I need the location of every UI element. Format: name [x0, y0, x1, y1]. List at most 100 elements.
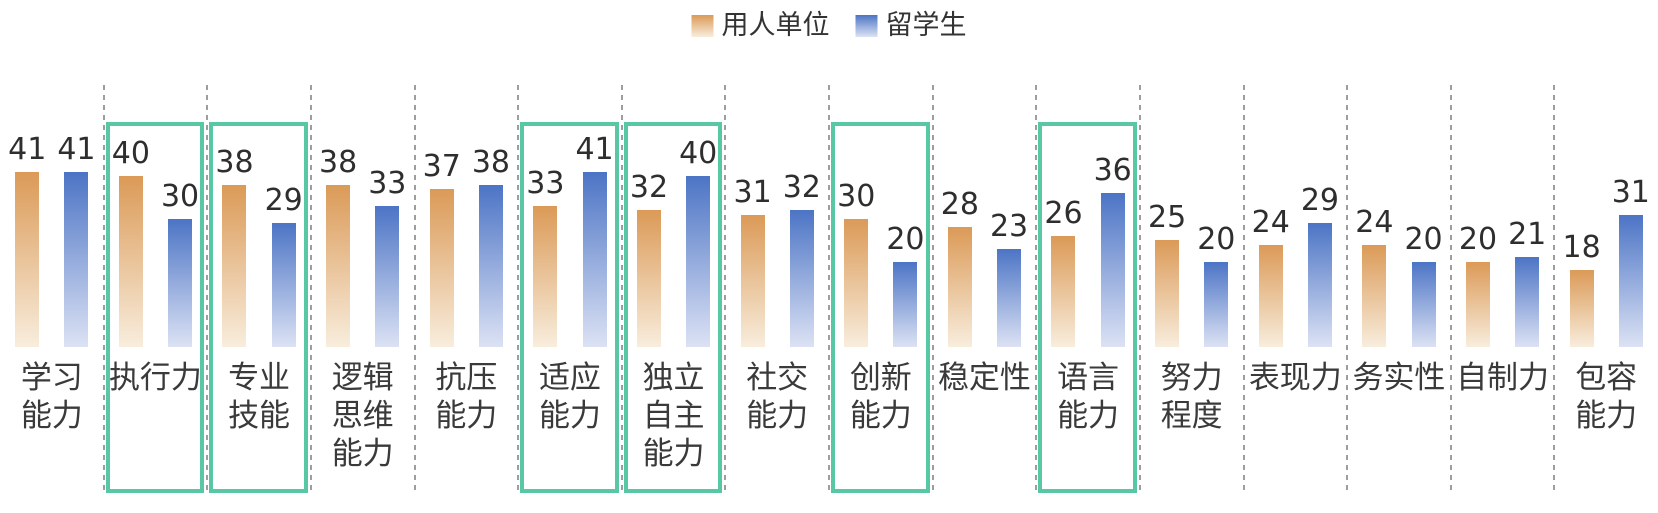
bar-employer: [15, 172, 40, 347]
bar-with-value-student: 36: [1094, 156, 1132, 347]
bar-with-value-student: 41: [575, 132, 614, 347]
legend-swatch-employer-icon: [691, 14, 714, 37]
bar-student: [1100, 193, 1125, 347]
value-label-employer: 33: [526, 166, 565, 201]
bar-with-value-student: 33: [368, 169, 406, 347]
value-label-student: 38: [471, 145, 510, 180]
bar-employer: [1258, 245, 1283, 347]
value-label-employer: 20: [1458, 222, 1498, 257]
bar-pair: 24 29: [1244, 85, 1348, 347]
value-label-student: 31: [1611, 175, 1650, 210]
separator-dashed-line: [931, 85, 934, 495]
bar-pair: 20 21: [1451, 85, 1555, 347]
bar-with-value-student: 20: [1197, 225, 1235, 347]
bar-pair: 18 31: [1554, 85, 1658, 347]
bar-student: [893, 262, 918, 347]
category-group: 37 38 抗压 能力: [415, 85, 520, 495]
bar-with-value-student: 29: [1301, 186, 1339, 347]
bar-student: [271, 223, 296, 347]
bar-employer: [118, 176, 143, 347]
value-label-student: 21: [1508, 217, 1547, 252]
bar-with-value-employer: 38: [215, 145, 254, 347]
separator-dashed-line: [206, 85, 209, 495]
separator-dashed-line: [517, 85, 520, 495]
value-label-employer: 38: [319, 145, 358, 180]
category-label: 适应 能力: [538, 360, 601, 434]
value-label-employer: 31: [733, 175, 772, 210]
value-label-student: 40: [679, 136, 718, 171]
value-label-employer: 37: [422, 149, 461, 184]
separator-dashed-line: [1138, 85, 1141, 495]
bar-with-value-employer: 37: [423, 152, 461, 347]
category-group: 25 20 努力 程度: [1140, 85, 1245, 495]
bar-pair: 32 40: [622, 85, 726, 347]
category-label: 努力 程度: [1160, 360, 1223, 434]
bar-pair: 30 20: [829, 85, 933, 347]
category-group: 32 40 独立 自主 能力: [622, 85, 727, 495]
category-group: 18 31 包容 能力: [1554, 85, 1658, 495]
value-label-employer: 30: [837, 179, 876, 214]
value-label-student: 20: [1197, 222, 1236, 257]
category-label: 稳定性: [937, 360, 1031, 396]
bar-with-value-employer: 33: [526, 169, 564, 347]
bar-with-value-employer: 24: [1355, 208, 1393, 347]
bar-with-value-employer: 20: [1459, 225, 1497, 347]
bar-with-value-student: 23: [990, 212, 1028, 347]
bar-pair: 28 23: [933, 85, 1037, 347]
category-group: 38 29 专业 技能: [207, 85, 312, 495]
bar-pair: 37 38: [415, 85, 519, 347]
bar-with-value-student: 32: [783, 173, 821, 347]
bar-student: [168, 219, 193, 347]
bar-student: [1204, 262, 1229, 347]
legend-label-student: 留学生: [885, 10, 967, 41]
bar-with-value-student: 20: [1404, 222, 1443, 347]
value-label-student: 20: [1404, 222, 1443, 257]
category-label: 务实性: [1352, 360, 1446, 396]
category-group: 26 36 语言 能力: [1036, 85, 1141, 495]
bar-student: [64, 172, 89, 347]
separator-dashed-line: [309, 85, 312, 495]
value-label-employer: 32: [629, 170, 669, 205]
category-group: 40 30 执行力: [104, 85, 209, 495]
separator-dashed-line: [1035, 85, 1038, 495]
bar-employer: [326, 185, 351, 347]
bar-with-value-student: 20: [886, 225, 925, 347]
bar-with-value-employer: 40: [112, 139, 150, 347]
bar-with-value-student: 41: [57, 135, 96, 347]
value-label-student: 23: [989, 209, 1029, 244]
bar-with-value-student: 21: [1508, 220, 1546, 347]
value-label-student: 36: [1093, 153, 1132, 188]
value-label-student: 32: [782, 170, 821, 205]
value-label-employer: 28: [940, 187, 979, 222]
bar-with-value-student: 31: [1612, 178, 1650, 347]
category-group: 41 41 学习 能力: [0, 85, 105, 495]
bar-with-value-employer: 26: [1044, 199, 1083, 347]
category-label: 社交 能力: [746, 360, 809, 434]
bar-student: [686, 176, 711, 347]
value-label-employer: 41: [8, 132, 47, 167]
category-label: 逻辑 思维 能力: [331, 360, 394, 472]
value-label-student: 41: [575, 132, 614, 167]
bar-employer: [1465, 262, 1490, 347]
bar-student: [478, 185, 503, 347]
bar-with-value-employer: 28: [941, 190, 979, 347]
bar-employer: [740, 215, 765, 347]
separator-dashed-line: [1553, 85, 1556, 495]
bar-chart-plot-area: 41 41 学习 能力 40 30 执行力 38 29 专业 技能 38 33 逻辑 思维 能力 37 3…: [0, 85, 1658, 495]
bar-pair: 33 41: [518, 85, 622, 347]
bar-employer: [1362, 245, 1387, 347]
bar-employer: [947, 227, 972, 347]
category-label: 独立 自主 能力: [642, 360, 705, 472]
bar-student: [789, 210, 814, 347]
bar-employer: [1051, 236, 1076, 347]
value-label-student: 30: [160, 179, 200, 214]
value-label-employer: 38: [215, 145, 254, 180]
category-group: 30 20 创新 能力: [829, 85, 934, 495]
category-label: 创新 能力: [849, 360, 912, 434]
bar-student: [1307, 223, 1332, 347]
category-label: 包容 能力: [1575, 360, 1638, 434]
bar-employer: [222, 185, 247, 347]
bar-employer: [636, 210, 661, 347]
legend-item-employer: 用人单位: [691, 11, 830, 41]
